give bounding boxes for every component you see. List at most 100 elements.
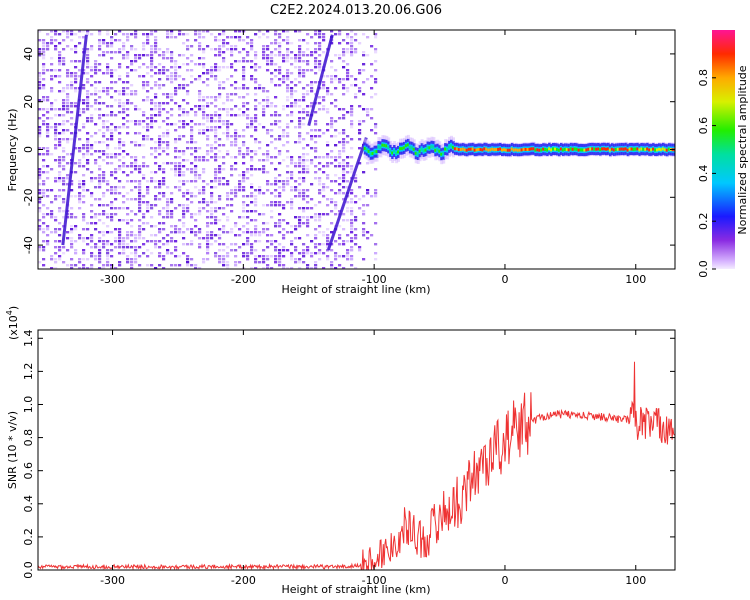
noise-cell (42, 192, 46, 195)
noise-cell (54, 159, 58, 162)
noise-cell (318, 177, 322, 180)
noise-cell (130, 60, 134, 63)
noise-cell (134, 255, 138, 258)
noise-cell (202, 81, 206, 84)
noise-cell (54, 135, 58, 138)
noise-cell (326, 162, 330, 165)
noise-cell (338, 141, 342, 144)
noise-cell (326, 144, 330, 147)
noise-cell (66, 231, 70, 234)
noise-cell (158, 138, 162, 141)
noise-cell (166, 213, 170, 216)
noise-cell (334, 165, 338, 168)
noise-cell (134, 33, 138, 36)
noise-cell (110, 204, 114, 207)
noise-cell (70, 246, 74, 249)
noise-cell (70, 81, 74, 84)
noise-cell (78, 165, 82, 168)
noise-cell (286, 57, 290, 60)
noise-cell (278, 42, 282, 45)
noise-cell (290, 189, 294, 192)
noise-cell (118, 246, 122, 249)
noise-cell (198, 156, 202, 159)
noise-cell (102, 204, 106, 207)
noise-cell (174, 249, 178, 252)
noise-cell (194, 213, 198, 216)
noise-cell (330, 75, 334, 78)
signal-band-core (542, 147, 546, 151)
noise-cell (158, 213, 162, 216)
noise-cell (78, 198, 82, 201)
noise-cell (138, 57, 142, 60)
noise-cell (74, 60, 78, 63)
noise-cell (198, 90, 202, 93)
noise-cell (182, 195, 186, 198)
noise-cell (94, 162, 98, 165)
noise-cell (206, 201, 210, 204)
noise-cell (130, 264, 134, 267)
noise-cell (66, 84, 70, 87)
noise-cell (182, 111, 186, 114)
noise-cell (170, 108, 174, 111)
noise-cell (162, 51, 166, 54)
noise-cell (130, 165, 134, 168)
noise-cell (362, 108, 366, 111)
signal-band-core (442, 152, 446, 156)
noise-cell (42, 264, 46, 267)
noise-cell (326, 198, 330, 201)
noise-cell (58, 246, 62, 249)
noise-cell (338, 189, 342, 192)
noise-cell (154, 150, 158, 153)
noise-cell (250, 231, 254, 234)
noise-cell (298, 117, 302, 120)
noise-cell (214, 99, 218, 102)
noise-cell (54, 48, 58, 51)
noise-cell (54, 69, 58, 72)
noise-cell (350, 264, 354, 267)
noise-cell (118, 180, 122, 183)
noise-cell (374, 126, 378, 129)
noise-cell (218, 54, 222, 57)
noise-cell (134, 93, 138, 96)
noise-cell (306, 63, 310, 66)
noise-cell (206, 234, 210, 237)
noise-cell (250, 186, 254, 189)
noise-cell (222, 261, 226, 264)
noise-cell (218, 207, 222, 210)
noise-cell (54, 252, 58, 255)
noise-cell (102, 159, 106, 162)
noise-cell (42, 180, 46, 183)
noise-cell (334, 129, 338, 132)
noise-cell (182, 42, 186, 45)
noise-cell (254, 105, 258, 108)
noise-cell (130, 189, 134, 192)
noise-cell (218, 93, 222, 96)
noise-cell (358, 105, 362, 108)
noise-cell (246, 108, 250, 111)
noise-cell (222, 30, 226, 33)
noise-cell (294, 216, 298, 219)
noise-cell (50, 102, 54, 105)
noise-cell (342, 186, 346, 189)
noise-cell (246, 117, 250, 120)
noise-cell (110, 243, 114, 246)
noise-cell (242, 153, 246, 156)
noise-cell (62, 180, 66, 183)
noise-cell (342, 147, 346, 150)
noise-cell (258, 66, 262, 69)
noise-cell (330, 180, 334, 183)
noise-cell (310, 216, 314, 219)
noise-cell (314, 252, 318, 255)
noise-cell (342, 60, 346, 63)
noise-cell (170, 210, 174, 213)
noise-cell (82, 267, 86, 269)
noise-cell (226, 246, 230, 249)
noise-cell (62, 159, 66, 162)
noise-cell (182, 192, 186, 195)
signal-band-core (563, 147, 567, 151)
noise-cell (70, 231, 74, 234)
noise-cell (138, 120, 142, 123)
noise-cell (338, 156, 342, 159)
noise-cell (98, 177, 102, 180)
noise-cell (38, 192, 42, 195)
